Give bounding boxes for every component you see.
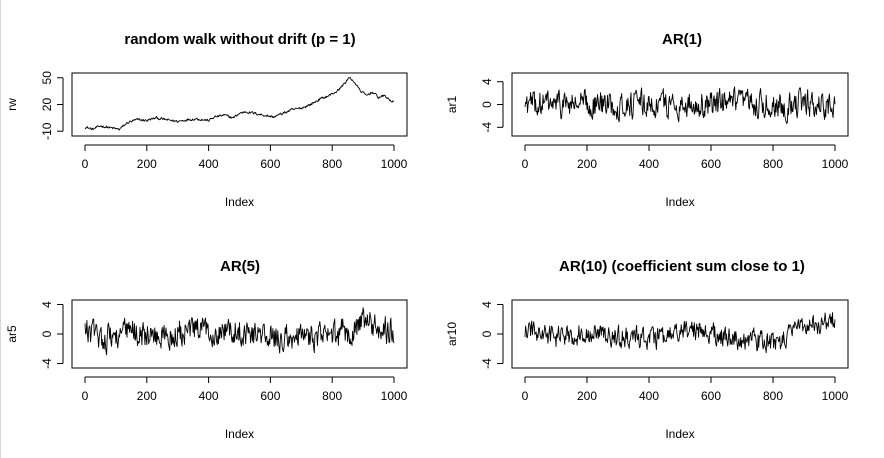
y-axis-label: rw	[5, 98, 19, 111]
x-tick-label: 400	[199, 157, 219, 171]
x-axis-label: Index	[665, 427, 694, 441]
x-tick-label: 800	[322, 389, 342, 403]
x-tick-label: 1000	[822, 389, 849, 403]
x-tick-label: 400	[199, 389, 219, 403]
x-axis-label: Index	[665, 195, 694, 209]
y-tick-label: 50	[40, 71, 54, 85]
plot-frame	[511, 72, 849, 137]
x-tick-label: 1000	[381, 389, 408, 403]
y-tick-label: 0	[40, 330, 54, 337]
panel-title: AR(10) (coefficient sum close to 1)	[559, 258, 805, 275]
y-tick-label: 4	[480, 78, 494, 85]
plot-frame	[71, 299, 408, 369]
x-tick-label: 800	[763, 157, 783, 171]
window-edge	[0, 0, 1, 458]
y-tick-label: 0	[480, 101, 494, 108]
panel-3: AR(5) 0 200 400 600 800 1000 -4 0 4 Index ar5	[5, 258, 408, 441]
x-axis-label: Index	[225, 195, 254, 209]
x-tick-label: 200	[137, 389, 157, 403]
x-tick-label: 200	[577, 157, 597, 171]
x-axis-label: Index	[225, 427, 254, 441]
panel-2: AR(1) 0 200 400 600 800 1000 -4 0 4 Index ar1	[445, 31, 849, 209]
y-axis-label: ar1	[445, 96, 459, 114]
x-tick-label: 1000	[822, 157, 849, 171]
series-line	[524, 86, 836, 124]
x-tick-label: 400	[639, 389, 659, 403]
plot-frame	[71, 72, 408, 137]
plot-frame	[511, 299, 849, 369]
x-tick-label: 600	[260, 389, 280, 403]
y-tick-label: -4	[40, 358, 54, 369]
panel-title: random walk without drift (p = 1)	[124, 31, 355, 48]
y-tick-label: -4	[480, 358, 494, 369]
y-tick-label: -4	[480, 122, 494, 133]
y-tick-label: 20	[40, 98, 54, 112]
panel-1: random walk without drift (p = 1) 0 200 400…	[5, 31, 408, 209]
x-tick-label: 600	[701, 157, 721, 171]
y-tick-label: 4	[480, 301, 494, 308]
x-tick-label: 1000	[381, 157, 408, 171]
x-tick-label: 0	[82, 157, 89, 171]
x-tick-label: 200	[577, 389, 597, 403]
y-tick-label: 0	[480, 330, 494, 337]
y-axis-label: ar5	[5, 325, 19, 343]
panel-4: AR(10) (coefficient sum close to 1) 0 200 4…	[445, 258, 849, 441]
series-line	[84, 307, 395, 356]
x-tick-label: 0	[82, 389, 89, 403]
series-line	[84, 76, 394, 131]
x-tick-label: 200	[137, 157, 157, 171]
x-tick-label: 0	[522, 389, 529, 403]
x-tick-label: 400	[639, 157, 659, 171]
y-tick-label: -10	[40, 122, 54, 140]
y-axis-label: ar10	[445, 322, 459, 346]
y-tick-label: 4	[40, 301, 54, 308]
x-tick-label: 0	[522, 157, 529, 171]
x-tick-label: 800	[763, 389, 783, 403]
x-tick-label: 600	[260, 157, 280, 171]
series-line	[524, 312, 836, 354]
x-tick-label: 600	[701, 389, 721, 403]
panel-title: AR(1)	[662, 31, 702, 48]
panel-title: AR(5)	[220, 258, 260, 275]
x-tick-label: 800	[322, 157, 342, 171]
